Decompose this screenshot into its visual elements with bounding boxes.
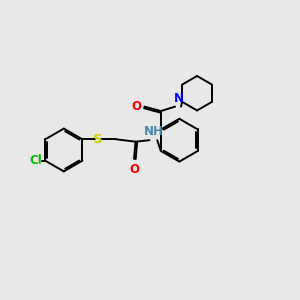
Text: NH: NH xyxy=(143,125,163,138)
Text: N: N xyxy=(174,92,184,105)
Text: O: O xyxy=(129,164,139,176)
Text: Cl: Cl xyxy=(29,154,42,167)
Text: S: S xyxy=(93,133,103,146)
Text: O: O xyxy=(131,100,141,113)
